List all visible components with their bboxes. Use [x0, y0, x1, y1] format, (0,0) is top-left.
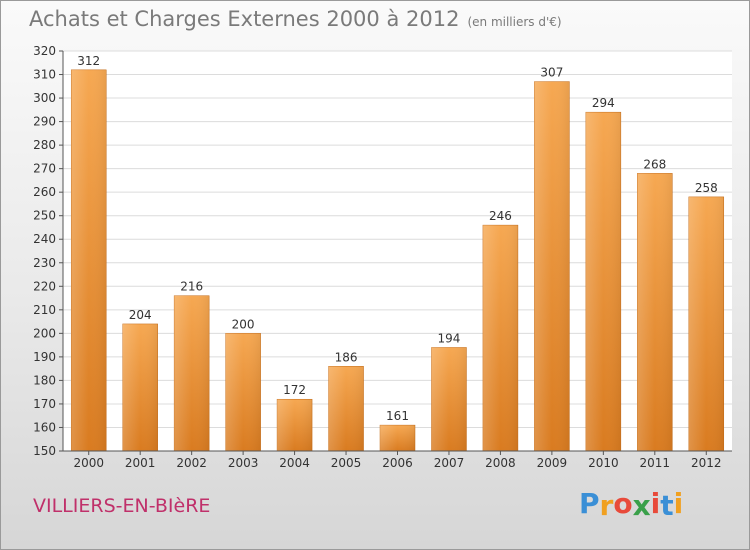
x-tick-label: 2012: [691, 456, 722, 470]
y-tick-label: 170: [33, 397, 56, 411]
value-label: 312: [77, 54, 100, 68]
y-tick-label: 200: [33, 326, 56, 340]
proxiti-logo: Proxiti: [579, 487, 684, 522]
value-label: 268: [643, 157, 666, 171]
logo-letter: P: [579, 487, 600, 520]
bar-sheen: [482, 225, 518, 451]
y-tick-label: 150: [33, 444, 56, 458]
y-tick-label: 180: [33, 373, 56, 387]
x-tick-label: 2009: [537, 456, 568, 470]
bar-sheen: [431, 347, 467, 451]
y-tick-label: 320: [33, 44, 56, 58]
logo-letter: r: [599, 489, 614, 522]
value-label: 216: [180, 280, 203, 294]
y-tick-label: 250: [33, 209, 56, 223]
bar-sheen: [328, 366, 364, 451]
y-tick-label: 160: [33, 420, 56, 434]
unit-label: (en milliers d'€): [467, 15, 562, 29]
x-tick-label: 2010: [588, 456, 619, 470]
y-tick-label: 240: [33, 232, 56, 246]
y-tick-label: 280: [33, 138, 56, 152]
title-text: Achats et Charges Externes 2000 à 2012: [29, 7, 460, 31]
y-tick-label: 190: [33, 350, 56, 364]
logo-letter: i: [673, 487, 684, 520]
bar-sheen: [277, 399, 313, 451]
logo-letter: i: [650, 487, 661, 520]
y-tick-label: 300: [33, 91, 56, 105]
bar-sheen: [534, 81, 570, 452]
logo-letter: x: [632, 489, 651, 522]
value-label: 294: [592, 96, 615, 110]
x-tick-label: 2008: [485, 456, 516, 470]
logo-letter: o: [613, 487, 633, 520]
plot-area: [63, 51, 732, 451]
x-tick-label: 2004: [279, 456, 310, 470]
chart-title: Achats et Charges Externes 2000 à 2012 (e…: [29, 7, 562, 31]
y-tick-label: 310: [33, 68, 56, 82]
x-tick-label: 2001: [125, 456, 156, 470]
x-axis-ticks: 2000 2001 2002 2003 2004 2005 2006 2007 2008 2009…: [73, 451, 722, 470]
y-tick-label: 260: [33, 185, 56, 199]
value-label: 204: [129, 308, 152, 322]
y-tick-label: 290: [33, 115, 56, 129]
value-label: 161: [386, 409, 409, 423]
value-label: 186: [335, 350, 358, 364]
value-label: 200: [232, 317, 255, 331]
x-tick-label: 2003: [228, 456, 259, 470]
y-tick-label: 230: [33, 256, 56, 270]
value-label: 194: [438, 331, 461, 345]
x-tick-label: 2006: [382, 456, 413, 470]
x-tick-label: 2007: [434, 456, 465, 470]
y-tick-label: 220: [33, 279, 56, 293]
bar-sheen: [688, 196, 724, 451]
value-label: 258: [695, 181, 718, 195]
value-label: 307: [540, 66, 563, 80]
y-tick-label: 210: [33, 303, 56, 317]
x-tick-label: 2011: [640, 456, 671, 470]
x-tick-label: 2005: [331, 456, 362, 470]
bar-sheen: [380, 425, 415, 451]
bars: 312 204 216 200 172 186 161 194 246 307 294 268 258: [70, 54, 725, 452]
bar-sheen: [225, 333, 261, 451]
bar-sheen: [122, 323, 158, 451]
x-tick-label: 2000: [73, 456, 104, 470]
y-tick-label: 270: [33, 162, 56, 176]
bar-sheen: [585, 112, 621, 452]
place-name: VILLIERS-EN-BIèRE: [33, 495, 211, 517]
bar-sheen: [71, 69, 107, 451]
logo-letter: t: [660, 489, 674, 522]
value-label: 172: [283, 383, 306, 397]
value-label: 246: [489, 209, 512, 223]
y-axis-ticks: 150 160 170 180 190 200 210 220 230 240 250 260 270 2…: [33, 44, 63, 458]
bar-sheen: [174, 295, 210, 451]
bar-sheen: [637, 173, 673, 451]
x-tick-label: 2002: [176, 456, 207, 470]
